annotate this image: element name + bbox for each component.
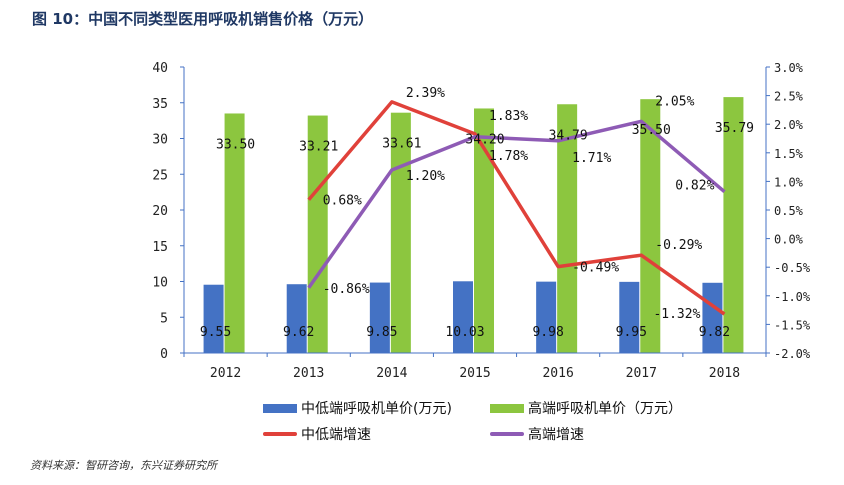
legend-swatch (263, 403, 297, 413)
legend-item-line-1: 高端增速 (490, 424, 584, 444)
line-label-0: -0.49% (572, 261, 619, 276)
bar-label-0: 9.98 (532, 325, 563, 340)
line-label-1: 1.20% (406, 169, 445, 184)
bar-1-2012 (224, 113, 245, 353)
bar-label-1: 34.79 (549, 128, 588, 143)
bar-1-2014 (390, 112, 411, 353)
legend-label: 中低端呼吸机单价(万元) (301, 401, 452, 417)
x-tick-label: 2018 (709, 366, 740, 381)
bar-label-1: 35.79 (715, 121, 754, 136)
line-series-1 (307, 119, 726, 289)
bar-0-2015 (453, 281, 473, 353)
legend-item-line-0: 中低端增速 (263, 424, 371, 444)
bar-1-2013 (307, 115, 328, 354)
line-label-0: -0.29% (655, 238, 702, 253)
bar-label-1: 33.61 (382, 137, 421, 152)
right-tick-label: -2.0% (774, 347, 811, 361)
line-label-1: 0.82% (675, 179, 714, 194)
x-tick-label: 2012 (210, 366, 241, 381)
legend-swatch (490, 403, 524, 413)
figure-title: 图 10：中国不同类型医用呼吸机销售价格（万元） (32, 10, 374, 28)
right-tick-label: -1.5% (774, 318, 811, 332)
bar-0-2013 (286, 284, 307, 353)
bar-label-1: 34.20 (465, 132, 504, 147)
bar-0-2014 (369, 282, 390, 353)
bar-label-0: 9.62 (283, 325, 314, 340)
legend-item-bar-1: 高端呼吸机单价（万元） (490, 398, 682, 418)
right-tick-label: 2.5% (774, 90, 804, 104)
legend-label: 高端呼吸机单价（万元） (528, 401, 682, 417)
right-tick-label: 0.0% (774, 233, 804, 247)
bar-label-1: 33.50 (216, 137, 255, 152)
right-tick-label: -0.5% (774, 261, 811, 275)
x-tick-label: 2014 (376, 366, 407, 381)
bar-1-2016 (557, 104, 578, 354)
legend-item-bar-0: 中低端呼吸机单价(万元) (263, 398, 452, 418)
bar-0-2017 (619, 281, 640, 353)
right-tick-label: 0.5% (774, 204, 804, 218)
line-label-1: 1.71% (572, 151, 611, 166)
bar-label-1: 35.50 (632, 123, 671, 138)
bar-1-2017 (640, 99, 661, 353)
left-tick-label: 25 (152, 168, 168, 183)
left-tick-label: 15 (152, 240, 168, 255)
line-label-1: 2.05% (655, 94, 694, 109)
line-label-0: 0.68% (323, 194, 362, 209)
line-label-0: -1.32% (653, 307, 700, 322)
line-label-1: -0.86% (323, 282, 370, 297)
bar-label-0: 9.85 (366, 325, 397, 340)
bar-1-2015 (474, 108, 494, 353)
left-tick-label: 10 (152, 276, 168, 291)
bar-label-0: 9.55 (200, 325, 231, 340)
left-tick-label: 0 (160, 347, 168, 362)
legend-swatch (263, 432, 297, 436)
left-tick-label: 30 (152, 133, 168, 148)
right-tick-label: 1.5% (774, 147, 804, 161)
line-label-1: 1.78% (489, 149, 528, 164)
line-label-0: 2.39% (406, 86, 445, 101)
chart-svg: 0 5 10 15 20 25 30 35 40 -2.0% -1.5% -1.0% -0.5% 0.0%… (152, 61, 811, 381)
bar-label-1: 33.21 (299, 140, 338, 155)
line-series-0 (307, 100, 726, 316)
left-tick-label: 40 (152, 61, 168, 76)
x-tick-label: 2017 (626, 366, 657, 381)
bar-label-0: 10.03 (445, 325, 484, 340)
legend-label: 高端增速 (528, 427, 584, 443)
bar-0-2018 (702, 282, 723, 353)
left-tick-label: 5 (160, 311, 168, 326)
bar-label-0: 9.82 (699, 325, 730, 340)
bar-0-2016 (536, 281, 557, 353)
bar-1-2018 (723, 97, 744, 353)
source-note: 资料来源：智研咨询，东兴证券研究所 (30, 459, 217, 472)
bar-0-2012 (203, 284, 224, 353)
right-tick-label: 2.0% (774, 118, 804, 132)
x-tick-label: 2015 (459, 366, 490, 381)
x-tick-label: 2013 (293, 366, 324, 381)
line-label-0: 1.83% (489, 109, 528, 124)
right-tick-label: -1.0% (774, 290, 811, 304)
right-tick-label: 1.0% (774, 175, 804, 189)
right-tick-label: 3.0% (774, 61, 804, 75)
bar-label-0: 9.95 (616, 325, 647, 340)
left-tick-label: 20 (152, 204, 168, 219)
x-tick-label: 2016 (542, 366, 573, 381)
left-tick-label: 35 (152, 97, 168, 112)
legend-label: 中低端增速 (301, 427, 371, 443)
legend-swatch (490, 432, 524, 436)
